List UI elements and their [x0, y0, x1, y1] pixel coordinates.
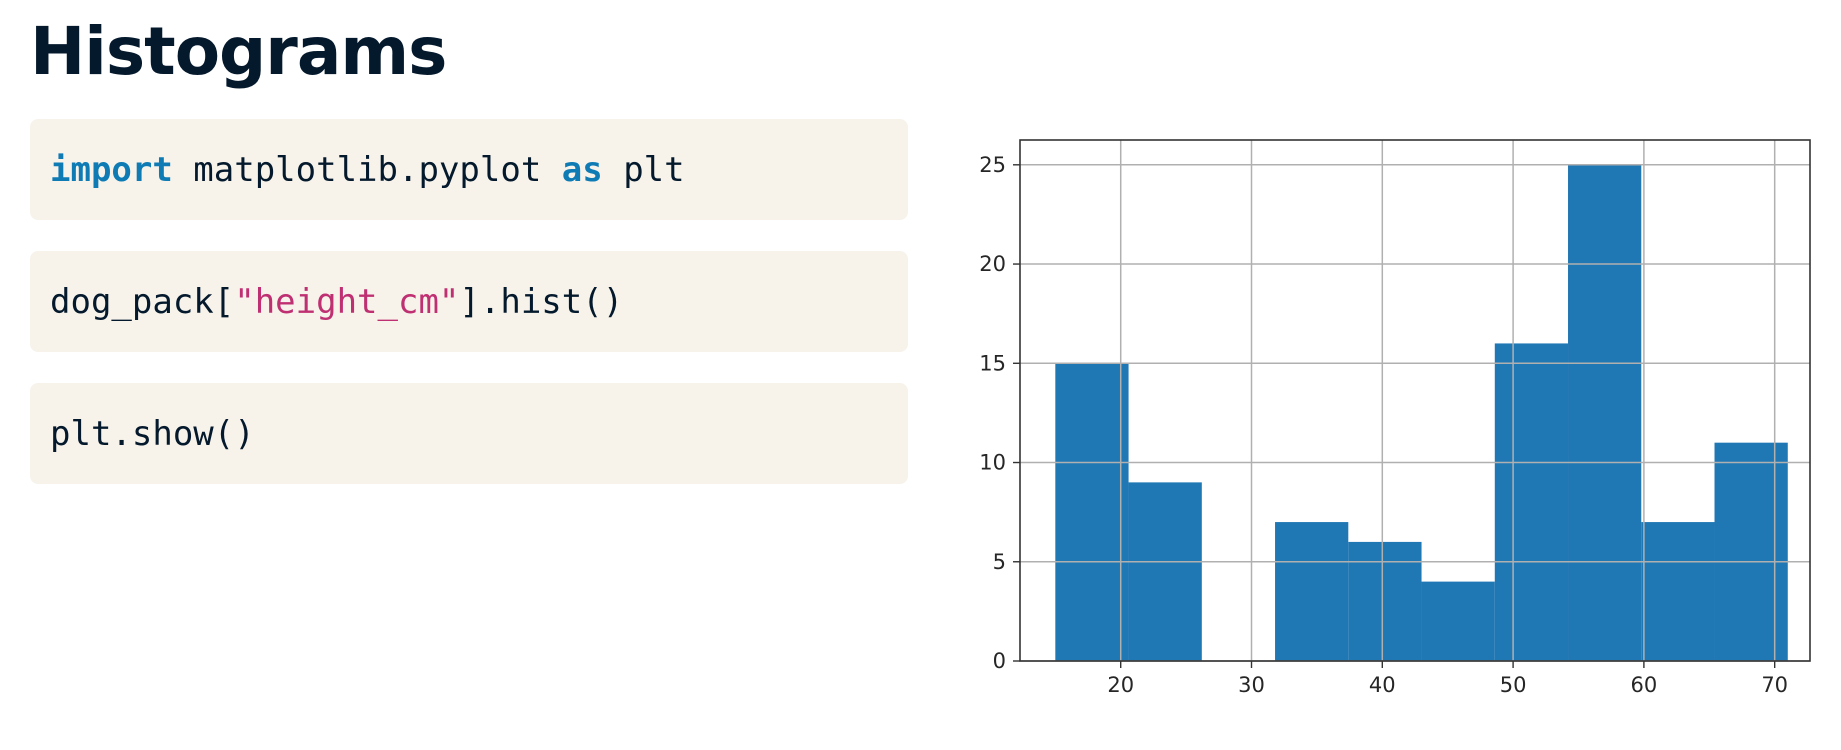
x-tick-label-50: 50 [1500, 673, 1527, 697]
histogram-bar-6 [1494, 343, 1569, 661]
y-tick-label-25: 25 [979, 153, 1006, 177]
x-tick-label-40: 40 [1369, 673, 1396, 697]
histogram-bar-5 [1421, 581, 1495, 661]
code-show: plt.show() [50, 413, 255, 454]
x-tick-label-60: 60 [1631, 673, 1658, 697]
keyword-as: as [561, 149, 603, 190]
code-block-import: import matplotlib.pyplot as plt [30, 119, 908, 220]
histogram-bar-8 [1641, 522, 1715, 661]
histogram-bar-1 [1128, 482, 1202, 661]
histogram-bar-3 [1275, 522, 1349, 661]
keyword-import: import [50, 149, 173, 190]
y-tick-label-10: 10 [979, 451, 1006, 475]
slide-title: Histograms [30, 13, 447, 90]
plot-frame [1019, 139, 1811, 662]
module-alias: plt [602, 149, 685, 190]
code-block-show: plt.show() [30, 383, 908, 484]
histogram-bar-7 [1568, 164, 1642, 662]
code-hist-prefix: dog_pack[ [50, 281, 235, 322]
histogram-bar-0 [1055, 363, 1129, 661]
code-block-hist: dog_pack["height_cm"].hist() [30, 251, 908, 352]
histogram-bar-4 [1348, 541, 1422, 661]
code-hist-suffix: ].hist() [459, 281, 624, 322]
x-tick-label-70: 70 [1761, 673, 1788, 697]
module-name: matplotlib.pyplot [172, 149, 562, 190]
x-tick-label-30: 30 [1238, 673, 1265, 697]
histogram-bar-9 [1714, 442, 1788, 661]
x-tick-label-20: 20 [1107, 673, 1134, 697]
y-tick-label-0: 0 [993, 649, 1006, 673]
y-tick-label-15: 15 [979, 351, 1006, 375]
y-tick-label-20: 20 [979, 252, 1006, 276]
histogram-chart: 20 30 40 50 60 70 0 5 10 15 20 25 [979, 139, 1811, 697]
y-tick-label-5: 5 [993, 550, 1006, 574]
code-string-column: "height_cm" [234, 281, 460, 322]
